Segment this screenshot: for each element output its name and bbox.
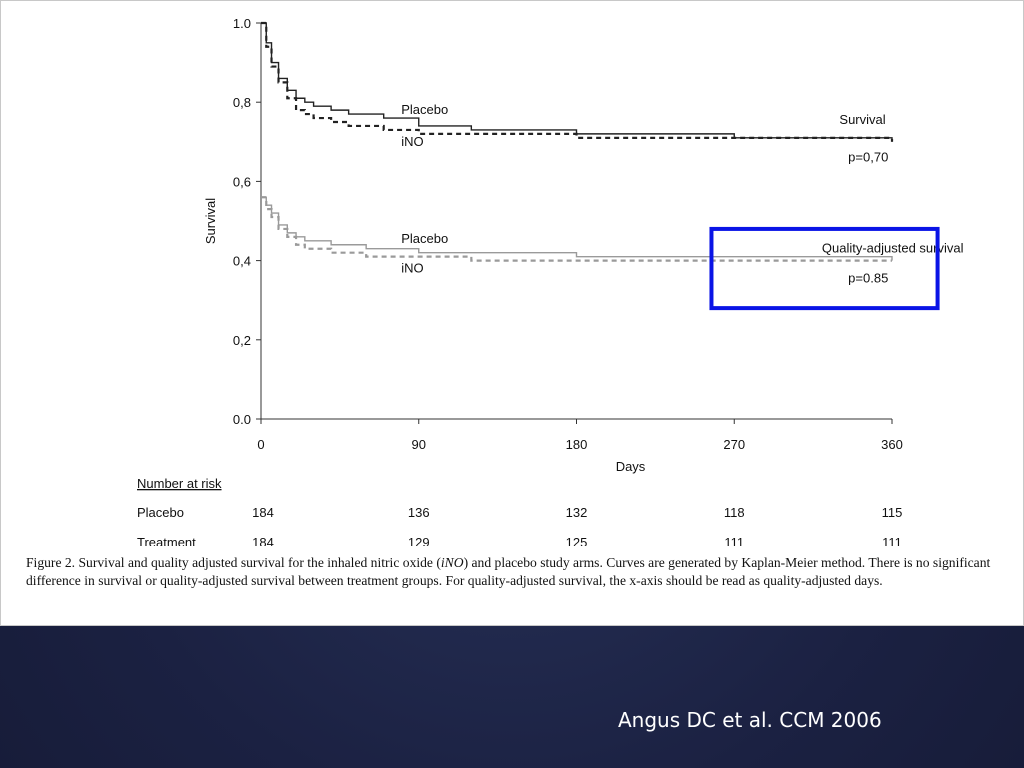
risk-cell: 111	[882, 535, 902, 546]
survival-chart: 0 90 180 270 360 0.0 0,2 0,4 0,6 0,8 1.0 Days Surviv…	[137, 16, 964, 546]
y-tick-label: 1.0	[233, 16, 251, 31]
citation: Angus DC et al. CCM 2006	[618, 708, 882, 732]
x-tick-label: 270	[723, 437, 745, 452]
x-tick-label: 0	[257, 437, 264, 452]
survival-placebo-curve	[261, 22, 893, 142]
x-axis-title: Days	[616, 459, 646, 474]
risk-cell: 136	[408, 505, 430, 520]
y-tick-label: 0,2	[233, 333, 251, 348]
risk-row-label: Placebo	[137, 505, 184, 520]
chart-annotation: iNO	[401, 260, 423, 275]
chart-annotation: Quality-adjusted survival	[822, 241, 964, 256]
chart-annotation: Placebo	[401, 231, 448, 246]
y-axis-title: Survival	[203, 198, 218, 244]
risk-table-header: Number at risk	[137, 476, 222, 491]
chart-annotation: p=0,70	[848, 150, 888, 165]
survival-ino-curve	[261, 21, 894, 142]
risk-cell: 184	[252, 505, 274, 520]
risk-cell: 129	[408, 535, 430, 546]
risk-cell: 115	[882, 505, 903, 520]
risk-row-label: Treatment	[137, 535, 196, 546]
chart-annotation: iNO	[401, 134, 423, 149]
chart-annotation: Placebo	[401, 102, 448, 117]
y-tick-label: 0,4	[233, 254, 251, 269]
risk-cell: 125	[566, 535, 588, 546]
risk-cell: 118	[724, 505, 745, 520]
figure-panel: 0 90 180 270 360 0.0 0,2 0,4 0,6 0,8 1.0 Days Surviv…	[0, 0, 1024, 626]
caption-italic: iNO	[440, 555, 464, 570]
caption-text: Figure 2. Survival and quality adjusted …	[26, 555, 441, 570]
highlight-box	[709, 226, 940, 311]
y-tick-label: 0,6	[233, 174, 251, 189]
risk-cell: 111	[724, 535, 744, 546]
qas-placebo-curve	[261, 196, 893, 261]
y-tick-label: 0,8	[233, 95, 251, 110]
chart-annotation: p=0.85	[848, 270, 888, 285]
y-tick-label: 0.0	[233, 412, 251, 427]
x-tick-label: 180	[566, 437, 588, 452]
qas-ino-curve	[261, 196, 892, 262]
figure-caption: Figure 2. Survival and quality adjusted …	[26, 554, 1021, 589]
caption-text-end: ) and placebo study arms. Curves are gen…	[26, 555, 991, 588]
x-tick-label: 90	[412, 437, 426, 452]
risk-cell: 184	[252, 535, 274, 546]
risk-cell: 132	[566, 505, 588, 520]
chart-annotation: Survival	[839, 112, 885, 127]
x-tick-label: 360	[881, 437, 903, 452]
